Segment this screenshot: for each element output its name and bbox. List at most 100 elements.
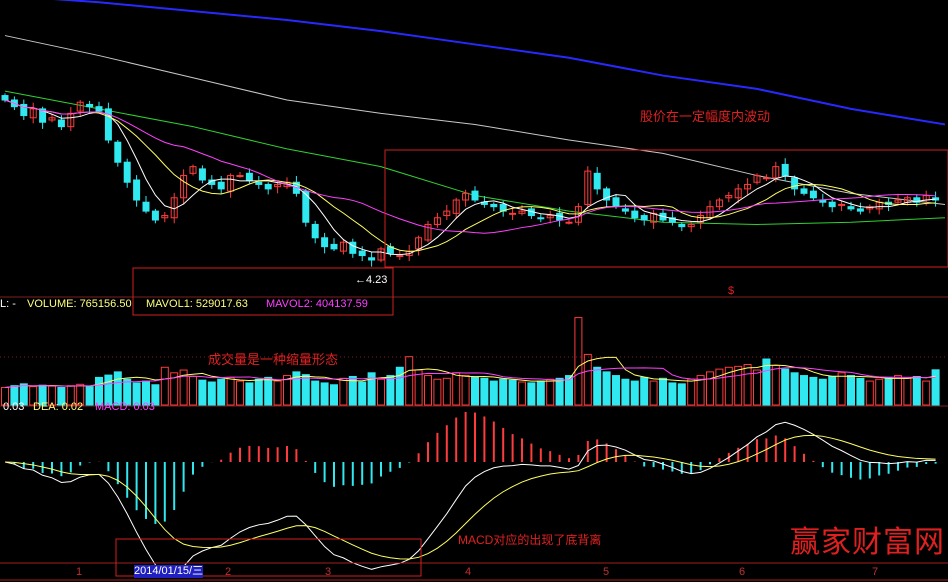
low-price-marker: ←4.23 (355, 274, 388, 286)
ma20-line (4, 99, 936, 234)
volume-bar-down (790, 372, 799, 406)
candle-up (838, 203, 846, 206)
volume-bar-down (593, 366, 602, 406)
candle-up (715, 199, 723, 208)
volume-bar-down (395, 366, 404, 406)
x-tick-4: 4 (465, 566, 472, 578)
macd-value: MACD: 0.03 (95, 401, 155, 413)
volume-bar-down (489, 380, 498, 406)
volume-bar-down (113, 371, 122, 406)
volume-bar-down (10, 385, 19, 406)
macd-annotation: MACD对应的出现了底背离 (458, 533, 602, 547)
ma10-line (4, 99, 936, 253)
volume-bar-up (696, 375, 705, 406)
volume-bar-up (865, 380, 874, 406)
volume-header-prefix: L: - (0, 298, 16, 310)
candle-down (95, 106, 103, 112)
candle-up (687, 223, 695, 228)
candle-down (809, 190, 817, 199)
candle-down (800, 188, 808, 194)
candle-down (123, 161, 131, 183)
candle-up (377, 248, 385, 261)
volume-bar-down (555, 377, 564, 406)
candle-down (208, 179, 216, 185)
candle-up (725, 195, 733, 199)
ma5-line (4, 99, 936, 256)
volume-bar-down (320, 382, 329, 406)
dollar-marker: $ (728, 285, 735, 297)
candle-down (255, 181, 263, 185)
candle-down (264, 183, 272, 190)
volume-bar-down (499, 378, 508, 406)
volume-bar-up (734, 365, 743, 406)
candle-down (537, 217, 545, 220)
volume-bar-up (546, 378, 555, 406)
candle-up (772, 166, 780, 179)
volume-bar-down (85, 386, 94, 406)
volume-bar-up (706, 371, 714, 406)
volume-bar-down (330, 384, 338, 406)
volume-bar-down (621, 378, 630, 406)
candle-down (640, 215, 648, 221)
volume-bar-down (536, 380, 545, 406)
candle-down (245, 172, 253, 181)
volume-value: VOLUME: 765156.50 (27, 298, 132, 310)
candles (1, 93, 940, 267)
volume-bar-up (283, 375, 291, 406)
candle-down (217, 181, 225, 190)
candle-up (433, 217, 441, 225)
volume-bar-up (442, 377, 451, 406)
candle-up (443, 210, 451, 217)
volume-bar-down (57, 387, 66, 406)
candle-up (396, 255, 404, 258)
volume-bar-up (715, 368, 724, 406)
mavol2-value: MAVOL2: 404137.59 (266, 298, 368, 310)
volume-bar-down (104, 374, 113, 406)
candle-down (612, 197, 620, 208)
volume-bar-up (414, 369, 423, 406)
volume-bar-up (189, 375, 197, 406)
candle-down (311, 223, 319, 239)
range-box-price (384, 149, 948, 268)
volume-bar-down (931, 369, 940, 406)
long-ma-line (4, 35, 946, 205)
volume-bar-up (583, 353, 592, 406)
candle-up (518, 210, 526, 214)
candle-up (452, 199, 460, 214)
candle-up (180, 175, 188, 199)
candle-down (603, 188, 611, 201)
volume-bar-down (602, 371, 611, 406)
volume-bar-up (649, 380, 658, 406)
candle-up (894, 199, 902, 203)
volume-bar-up (574, 317, 583, 406)
candle-down (330, 243, 338, 250)
volume-bar-down (19, 383, 28, 406)
candle-up (866, 206, 874, 210)
candle-down (913, 197, 921, 203)
candle-down (621, 208, 629, 212)
volume-bar-down (612, 375, 620, 406)
volume-bar-down (480, 377, 489, 406)
volume-bar-up (518, 381, 526, 406)
volume-bar-down (565, 375, 573, 406)
volume-bar-down (311, 380, 320, 406)
candle-up (189, 166, 197, 174)
volume-bar-up (433, 378, 442, 406)
volume-bar-down (254, 378, 263, 406)
candle-down (57, 119, 65, 128)
candle-down (114, 141, 122, 163)
volume-bar-down (640, 376, 649, 406)
volume-bar-down (123, 378, 132, 406)
candle-up (753, 175, 761, 183)
cursor-date-label: 2014/01/15/三 (134, 565, 204, 578)
candle-down (302, 190, 310, 223)
volume-bar-up (452, 372, 461, 406)
volume-bar-up (226, 376, 235, 406)
short-ma-lines (4, 99, 936, 256)
volume-bar-down (301, 374, 310, 406)
volume-bar-down (884, 376, 893, 406)
candle-down (631, 210, 639, 219)
volume-bar-down (38, 384, 47, 406)
candle-up (574, 206, 582, 223)
